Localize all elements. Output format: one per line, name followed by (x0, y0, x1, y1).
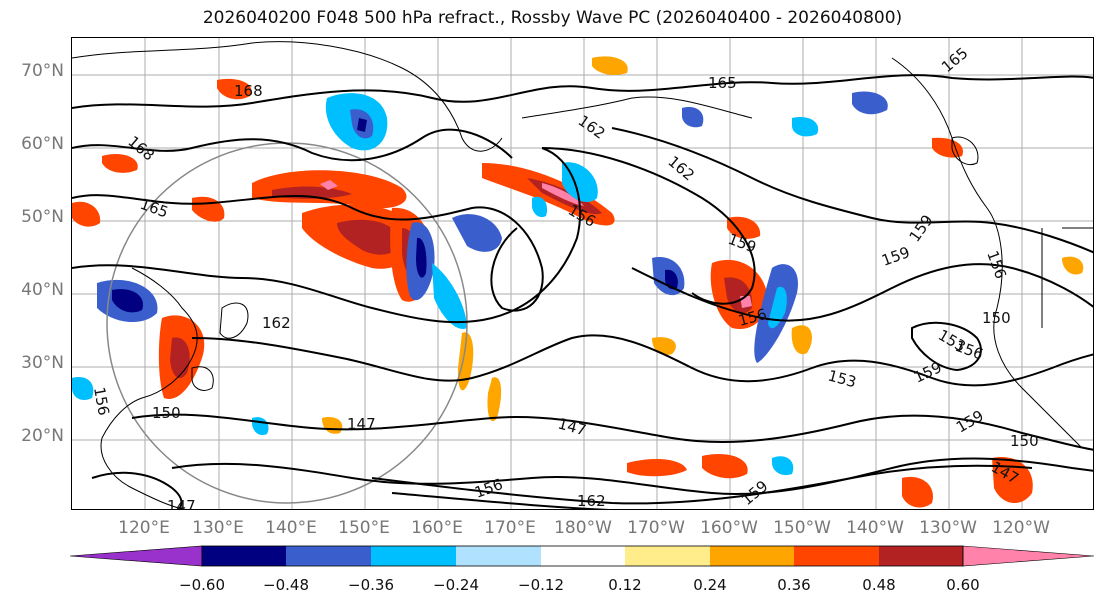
colorbar-outline (201, 545, 964, 567)
contour-label: 156 (983, 248, 1010, 281)
contour-label: 165 (138, 195, 171, 222)
colorbar-tick-pos048: 0.48 (862, 576, 896, 594)
lat-label-70: 70°N (21, 61, 64, 81)
contour-label: 159 (738, 477, 772, 509)
lat-label-60: 60°N (21, 134, 64, 154)
colorbar-tick-neg036: −0.36 (348, 576, 394, 594)
contour-label: 150 (1010, 432, 1039, 450)
contour-label: 150 (152, 404, 181, 422)
colorbar-tick-neg024: −0.24 (433, 576, 479, 594)
lat-label-40: 40°N (21, 280, 64, 300)
contour-label: 162 (262, 314, 291, 332)
lon-label-170w: 170°W (627, 518, 685, 538)
lon-label-150w: 150°W (773, 518, 831, 538)
colorbar (70, 545, 1095, 567)
colorbar-tick-neg012: −0.12 (518, 576, 564, 594)
map-canvas: 168 165 168 165 162 165 162 162 156 159 … (72, 38, 1093, 510)
contour-label: 150 (982, 309, 1011, 327)
colorbar-segment-lt-060 (70, 545, 203, 567)
lon-label-120w: 120°W (992, 518, 1050, 538)
lon-label-140e: 140°E (265, 518, 317, 538)
contour-label: 147 (167, 497, 196, 510)
lon-label-160e: 160°E (411, 518, 463, 538)
lon-label-140w: 140°W (846, 518, 904, 538)
contour-label: 165 (708, 74, 737, 92)
contour-label: 159 (906, 212, 937, 246)
colorbar-segment-pos048 (879, 546, 963, 566)
lon-label-130w: 130°W (919, 518, 977, 538)
colorbar-segment-gt-060 (962, 545, 1095, 567)
colorbar-segment-neg036 (371, 546, 456, 566)
colorbar-tick-pos012: 0.12 (608, 576, 642, 594)
contour-label: 147 (347, 415, 376, 433)
colorbar-segment-neg060 (202, 546, 286, 566)
colorbar-tick-neg048: −0.48 (263, 576, 309, 594)
colorbar-segment-pos024 (710, 546, 794, 566)
contour-label: 156 (90, 386, 113, 417)
colorbar-segment-neg024 (456, 546, 541, 566)
map-panel: 168 165 168 165 162 165 162 162 156 159 … (71, 37, 1094, 510)
lon-label-160w: 160°W (700, 518, 758, 538)
lon-label-170e: 170°E (484, 518, 536, 538)
colorbar-segment-neg048 (286, 546, 371, 566)
contour-label: 165 (938, 44, 972, 76)
contour-label: 156 (953, 337, 986, 364)
contour-label: 159 (879, 243, 912, 270)
graticule (72, 38, 1093, 509)
negative-shading (72, 91, 888, 476)
colorbar-tick-neg060: −0.60 (179, 576, 225, 594)
height-contours (72, 74, 1093, 509)
lon-label-130e: 130°E (192, 518, 244, 538)
coastlines (72, 41, 1093, 509)
colorbar-segment-pos012 (625, 546, 710, 566)
map-title: 2026040200 F048 500 hPa refract., Rossby… (202, 8, 903, 28)
contour-label: 162 (577, 492, 606, 510)
lat-label-50: 50°N (21, 207, 64, 227)
colorbar-segment-zero (541, 546, 625, 566)
lon-label-150e: 150°E (338, 518, 390, 538)
colorbar-tick-pos024: 0.24 (693, 576, 727, 594)
contour-label: 147 (556, 414, 588, 439)
contour-label: 168 (234, 82, 263, 100)
contour-label: 159 (953, 407, 987, 437)
colorbar-segment-pos036 (794, 546, 879, 566)
colorbar-tick-pos036: 0.36 (777, 576, 811, 594)
lat-label-20: 20°N (21, 426, 64, 446)
colorbar-tick-pos060: 0.60 (946, 576, 980, 594)
lon-label-180w: 180°W (554, 518, 612, 538)
lat-label-30: 30°N (21, 353, 64, 373)
contour-label: 153 (826, 366, 858, 391)
contour-label: 159 (911, 358, 945, 386)
lon-label-120e: 120°E (118, 518, 170, 538)
contour-label: 156 (472, 475, 505, 502)
contour-label: 162 (575, 112, 609, 143)
